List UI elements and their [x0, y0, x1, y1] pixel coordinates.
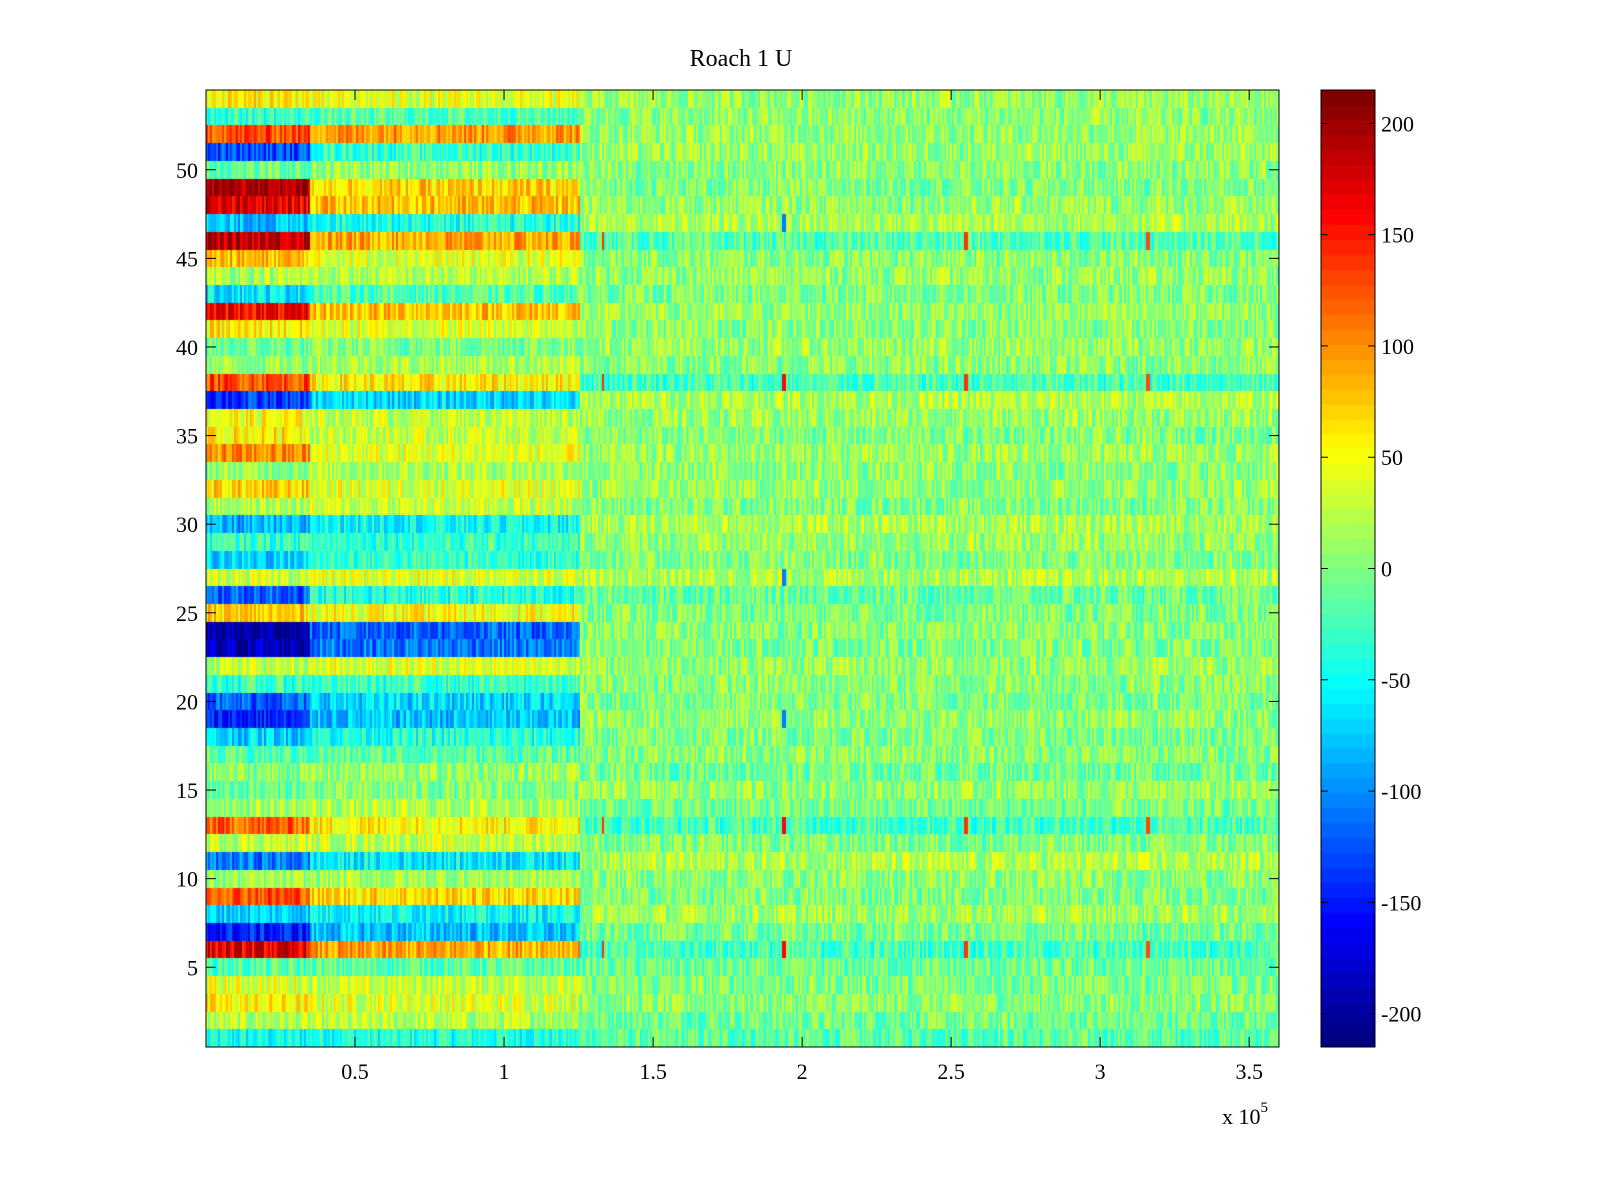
x-multiplier-label: x 105: [1222, 1100, 1268, 1129]
colorbar-tick-label: -50: [1381, 668, 1410, 693]
colorbar-tick-label: -100: [1381, 779, 1421, 804]
x-axis: 0.5 1 1.5 2 2.5 3 3.5: [341, 90, 1263, 1084]
chart-title: Roach 1 U: [690, 46, 793, 72]
colorbar-tick-label: 200: [1381, 111, 1414, 136]
colorbar-tick-label: 0: [1381, 557, 1392, 582]
colorbar-tick-label: -200: [1381, 1002, 1421, 1027]
colorbar-tick-label: 150: [1381, 223, 1414, 248]
y-tick-label: 45: [176, 246, 198, 271]
x-tick-label: 3: [1095, 1059, 1106, 1084]
x-tick-label: 1.5: [639, 1059, 667, 1084]
y-tick-label: 30: [176, 512, 198, 537]
y-tick-label: 35: [176, 424, 198, 449]
y-tick-label: 15: [176, 778, 198, 803]
y-tick-label: 10: [176, 867, 198, 892]
y-tick-label: 20: [176, 689, 198, 714]
y-tick-label: 5: [187, 955, 198, 980]
x-tick-label: 3.5: [1235, 1059, 1263, 1084]
y-tick-label: 25: [176, 601, 198, 626]
x-tick-label: 0.5: [341, 1059, 369, 1084]
heatmap-image: [206, 90, 1279, 1047]
colorbar-tick-label: 50: [1381, 445, 1403, 470]
y-axis: 5 10 15 20 25 30 35 40 45 50: [176, 158, 1279, 980]
x-tick-label: 2.5: [937, 1059, 965, 1084]
colorbar-tick-label: -150: [1381, 890, 1421, 915]
colorbar-axis: -200 -150 -100 -50 0 50 100 150 200: [1321, 111, 1421, 1027]
colorbar: [1321, 90, 1375, 1047]
colorbar-tick-label: 100: [1381, 334, 1414, 359]
y-tick-label: 40: [176, 335, 198, 360]
x-tick-label: 2: [797, 1059, 808, 1084]
x-tick-label: 1: [499, 1059, 510, 1084]
y-tick-label: 50: [176, 158, 198, 183]
plot-frame: [205, 89, 1280, 1048]
